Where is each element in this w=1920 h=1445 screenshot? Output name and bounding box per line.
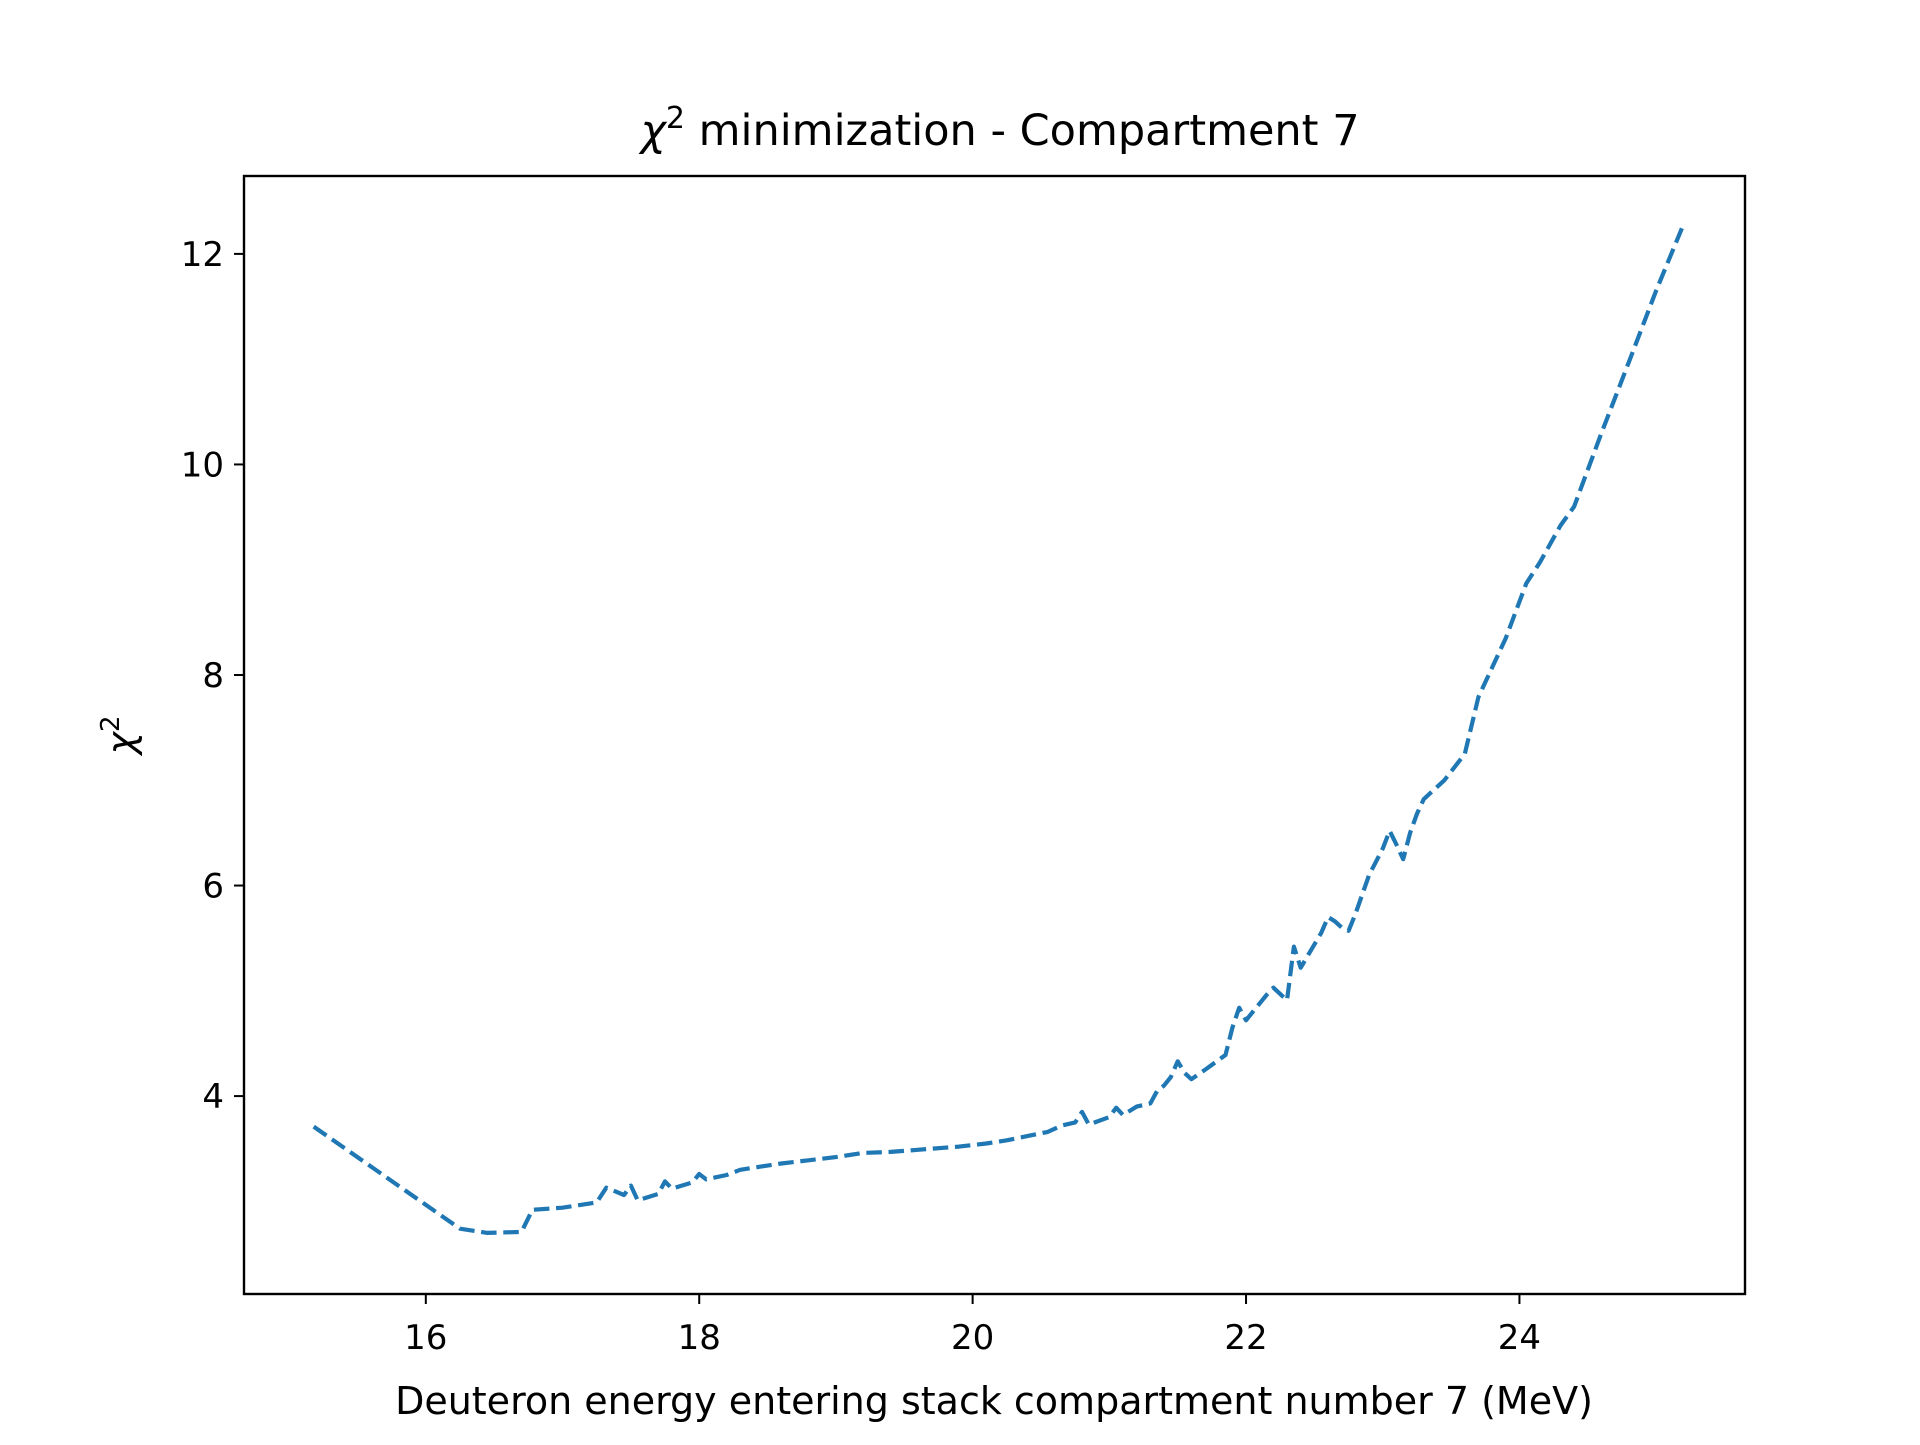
x-tick-label: 24 xyxy=(1498,1318,1541,1358)
chart-title: χ2 minimization - Compartment 7 xyxy=(638,101,1359,156)
x-tick-label: 16 xyxy=(404,1318,447,1358)
y-axis-label: χ2 xyxy=(96,715,143,756)
y-axis: 4 6 8 10 12 xyxy=(181,235,244,1117)
y-tick-label: 12 xyxy=(181,235,224,275)
x-axis: 16 18 20 22 24 xyxy=(404,1294,1541,1358)
y-tick-label: 6 xyxy=(202,867,224,907)
x-tick-label: 20 xyxy=(951,1318,994,1358)
title-superscript: 2 xyxy=(666,101,685,136)
y-axis-label-superscript: 2 xyxy=(96,715,126,732)
y-tick-label: 8 xyxy=(202,656,224,696)
x-axis-label: Deuteron energy entering stack compartme… xyxy=(395,1379,1593,1423)
title-text: minimization - Compartment 7 xyxy=(685,106,1360,156)
y-tick-label: 10 xyxy=(181,445,224,485)
title-chi-symbol: χ xyxy=(638,106,667,156)
axes-frame xyxy=(242,174,1747,1296)
y-tick-label: 4 xyxy=(202,1077,224,1117)
y-axis-label-chi: χ xyxy=(99,731,143,757)
series-line-0 xyxy=(312,223,1686,1235)
x-tick-label: 18 xyxy=(678,1318,721,1358)
x-tick-label: 22 xyxy=(1224,1318,1267,1358)
plot-area xyxy=(312,223,1686,1235)
